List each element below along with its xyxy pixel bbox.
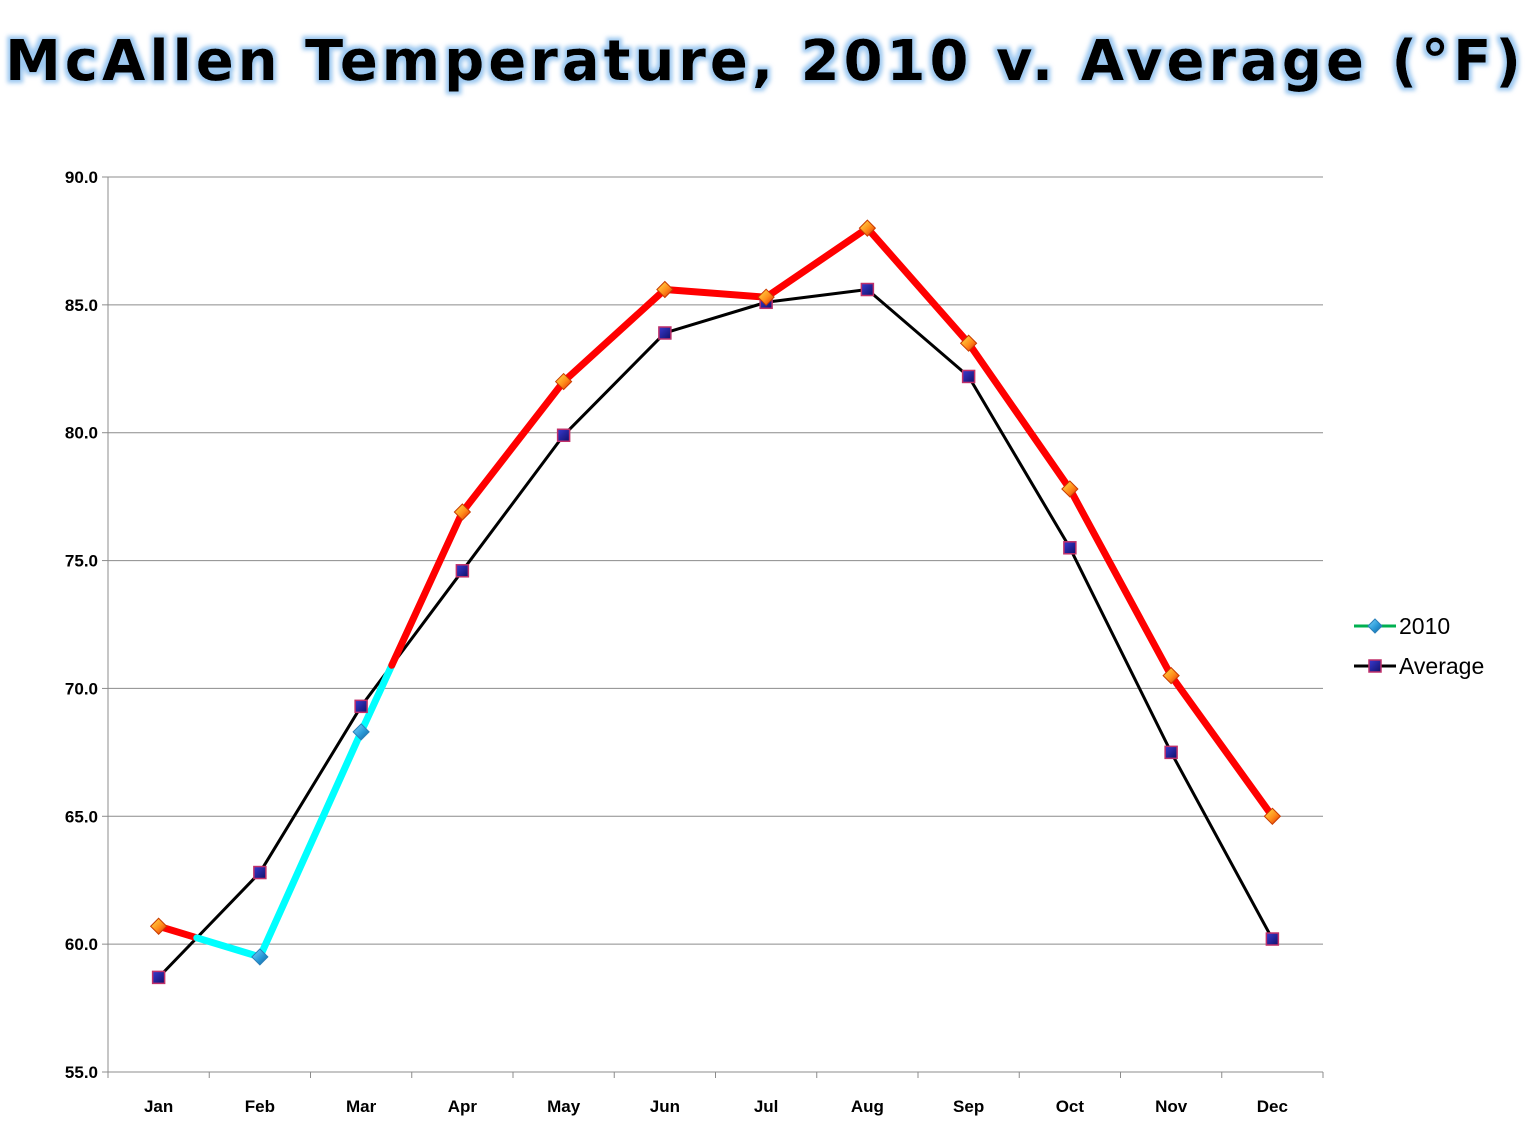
average-point-jun <box>658 326 672 340</box>
series-2010-segment <box>357 661 396 736</box>
series-2010-segment <box>863 224 973 347</box>
series-2010-point-may <box>554 372 573 391</box>
average-point-oct <box>1063 541 1077 555</box>
x-tick-label-feb: Feb <box>245 1097 275 1116</box>
x-axis-tick-labels: Jan Feb Mar Apr May Jun Jul Aug Sep Oct Nov Dec <box>144 1097 1288 1116</box>
x-tick-label-sep: Sep <box>953 1097 984 1116</box>
series-2010-point-jul <box>757 288 775 306</box>
average-point-aug <box>860 282 875 297</box>
x-tick-label-jul: Jul <box>754 1097 779 1116</box>
x-tick-label-dec: Dec <box>1257 1097 1288 1116</box>
series-2010-point-dec <box>1263 807 1282 825</box>
series-2010-segment <box>560 286 669 386</box>
chart-legend: 2010 Average <box>1354 613 1484 679</box>
legend-entry-2010: 2010 <box>1354 613 1450 639</box>
series-2010-point-jan <box>149 917 168 935</box>
average-point-mar <box>354 699 368 714</box>
series-2010-segment <box>1066 485 1175 680</box>
x-tick-label-nov: Nov <box>1155 1097 1188 1116</box>
series-2010-point-apr <box>453 503 472 521</box>
legend-entry-average: Average <box>1354 653 1484 679</box>
chart-title: McAllen Temperature, 2010 v. Average (°F… <box>5 29 1525 94</box>
series-2010-point-nov <box>1162 666 1180 685</box>
x-tick-label-may: May <box>547 1097 581 1116</box>
y-tick-label: 65.0 <box>65 807 98 826</box>
series-2010-point-feb <box>251 948 269 966</box>
series-2010-segment <box>388 508 466 669</box>
series-2010-segment <box>1167 672 1276 820</box>
series-2010-segment <box>762 224 871 301</box>
series-2010-segment <box>661 286 770 301</box>
y-tick-label: 60.0 <box>65 935 98 954</box>
average-point-may <box>556 428 571 443</box>
series-2010-segment <box>193 934 264 961</box>
series-2010-segment <box>965 339 1074 493</box>
series-2010-point-oct <box>1061 480 1079 498</box>
series-2010-segment <box>458 378 568 516</box>
series-2010-point-mar <box>352 723 370 741</box>
y-tick-label: 70.0 <box>65 679 98 698</box>
y-axis-tick-labels: 55.0 60.0 65.0 70.0 75.0 80.0 85.0 90.0 <box>65 168 98 1082</box>
average-point-apr <box>455 564 470 578</box>
x-tick-label-aug: Aug <box>851 1097 884 1116</box>
series-2010-markers <box>149 219 1282 966</box>
legend-average-label: Average <box>1399 653 1484 679</box>
average-point-nov <box>1164 745 1178 760</box>
x-tick-label-mar: Mar <box>346 1097 377 1116</box>
legend-2010-label: 2010 <box>1399 613 1450 639</box>
series-2010-line <box>155 224 1276 961</box>
y-tick-label: 85.0 <box>65 296 98 315</box>
axes <box>102 176 1324 1078</box>
x-tick-label-jan: Jan <box>144 1097 173 1116</box>
y-tick-label: 75.0 <box>65 552 98 571</box>
series-2010-point-sep <box>959 334 978 352</box>
average-line <box>157 288 1274 979</box>
average-series-markers <box>151 282 1280 985</box>
y-tick-label: 55.0 <box>65 1063 98 1082</box>
average-point-jan <box>151 970 166 985</box>
average-point-dec <box>1265 932 1280 946</box>
x-tick-label-apr: Apr <box>448 1097 478 1116</box>
average-point-feb <box>253 865 267 880</box>
gridlines <box>108 176 1323 1073</box>
y-tick-label: 80.0 <box>65 424 98 443</box>
x-tick-label-jun: Jun <box>650 1097 680 1116</box>
series-2010-point-aug <box>858 219 877 237</box>
legend-2010-diamond-marker <box>1367 618 1383 634</box>
y-tick-label: 90.0 <box>65 168 98 187</box>
x-tick-label-oct: Oct <box>1056 1097 1085 1116</box>
series-2010-point-jun <box>656 280 674 299</box>
series-2010-segment <box>256 728 365 961</box>
average-point-sep <box>961 369 976 384</box>
average-series-line <box>157 288 1274 979</box>
legend-average-square-marker <box>1368 659 1382 673</box>
